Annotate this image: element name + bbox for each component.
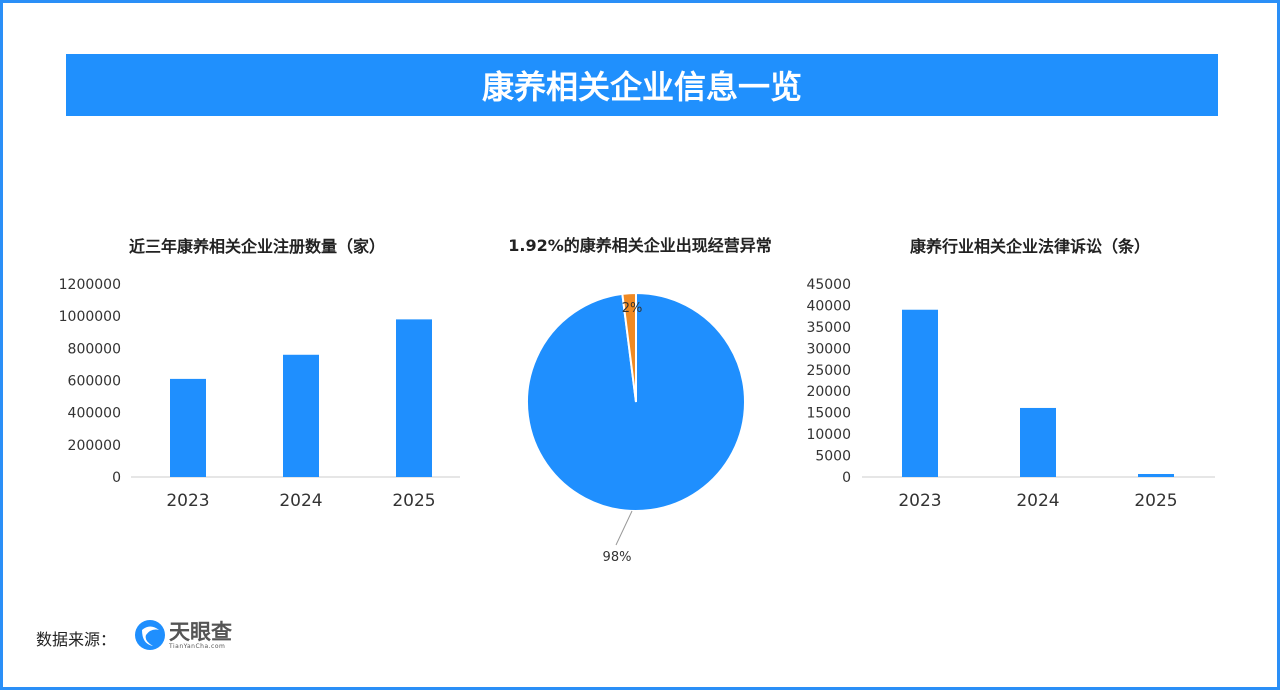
bar-2024	[283, 354, 319, 477]
bar-2023	[902, 309, 938, 477]
y-tick-label: 30000	[806, 341, 851, 357]
y-tick-label: 15000	[806, 406, 851, 422]
y-tick-label: 40000	[806, 298, 851, 314]
y-tick-label: 0	[112, 470, 121, 486]
source-label: 数据来源：	[36, 630, 117, 649]
y-tick-label: 20000	[806, 384, 851, 400]
chart-title-registrations: 近三年康养相关企业注册数量（家）	[128, 237, 385, 256]
bar-2025	[396, 319, 432, 477]
x-tick-label: 2023	[898, 491, 941, 511]
logo-name: 天眼查	[169, 619, 232, 644]
y-tick-label: 0	[842, 470, 851, 486]
y-tick-label: 25000	[806, 363, 851, 379]
bar-2024	[1020, 407, 1056, 477]
x-tick-label: 2025	[392, 491, 435, 511]
chart-title-lawsuits: 康养行业相关企业法律诉讼（条）	[909, 237, 1150, 256]
bar-2025	[1138, 473, 1174, 477]
y-tick-label: 5000	[815, 449, 851, 465]
y-tick-label: 1200000	[59, 277, 121, 293]
page-title: 康养相关企业信息一览	[66, 54, 1218, 116]
x-tick-label: 2025	[1134, 491, 1177, 511]
tianyancha-logo: 天眼查 TianYanCha.com	[133, 618, 232, 652]
pie-label: 98%	[603, 550, 632, 565]
x-tick-label: 2023	[166, 491, 209, 511]
chart-title-abnormal: 1.92%的康养相关企业出现经营异常	[508, 236, 772, 255]
y-tick-label: 45000	[806, 277, 851, 293]
y-tick-label: 200000	[68, 438, 121, 454]
pie-label: 2%	[622, 301, 643, 316]
bar-2023	[170, 378, 206, 477]
y-tick-label: 800000	[68, 341, 121, 357]
leader-line	[615, 510, 633, 546]
y-tick-label: 10000	[806, 427, 851, 443]
x-tick-label: 2024	[279, 491, 322, 511]
logo-icon	[135, 620, 165, 650]
logo-url: TianYanCha.com	[169, 642, 226, 650]
y-tick-label: 600000	[68, 374, 121, 390]
x-tick-label: 2024	[1016, 491, 1059, 511]
pie-slice-2%	[621, 291, 637, 403]
y-tick-label: 400000	[68, 406, 121, 422]
y-tick-label: 1000000	[59, 309, 121, 325]
y-tick-label: 35000	[806, 320, 851, 336]
